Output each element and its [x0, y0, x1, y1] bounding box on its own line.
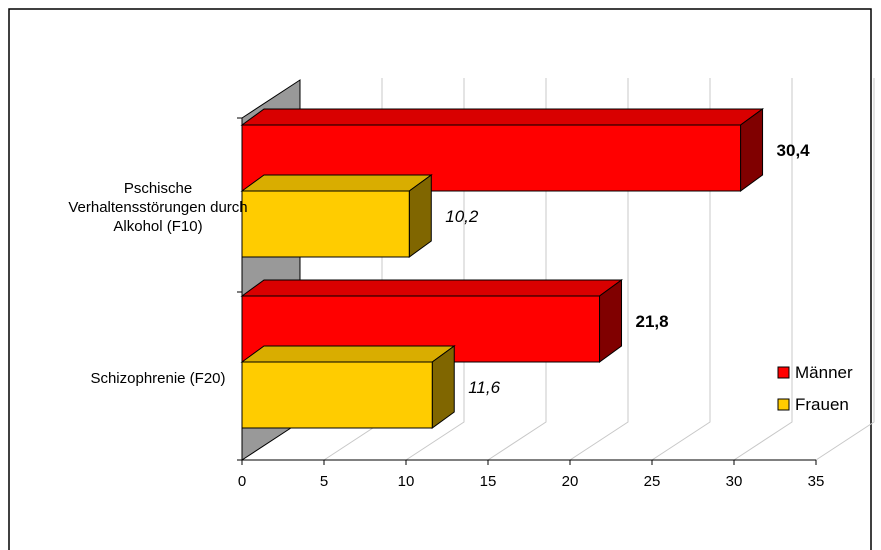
data-label: 10,2 — [445, 207, 479, 226]
x-tick-label: 25 — [644, 473, 661, 490]
x-tick-label: 0 — [238, 473, 246, 490]
bar — [241, 361, 433, 429]
gridline — [487, 78, 547, 461]
bar-top — [240, 174, 433, 192]
x-tick-label: 15 — [480, 473, 497, 490]
x-tick-label: 20 — [562, 473, 579, 490]
bar-top — [240, 108, 765, 126]
gridline — [733, 78, 793, 461]
bar-top — [240, 279, 624, 297]
category-labels: Pschische Verhaltensstörungen durch Alkoho… — [68, 180, 247, 387]
x-tick-label: 5 — [320, 473, 328, 490]
legend-swatch — [777, 366, 790, 379]
gridline — [651, 78, 711, 461]
data-label: 21,8 — [636, 312, 669, 331]
x-tick-label: 30 — [726, 473, 743, 490]
gridline — [815, 78, 875, 461]
x-tick-label: 10 — [398, 473, 415, 490]
bar-top — [240, 345, 456, 363]
data-label: 11,6 — [468, 378, 500, 397]
category-label-line: Alkohol (F10) — [113, 218, 202, 235]
gridline — [569, 78, 629, 461]
category-label-line: Pschische — [124, 180, 192, 197]
gridline — [405, 78, 465, 461]
legend-label: Frauen — [795, 395, 849, 414]
bar — [241, 190, 410, 258]
gridlines — [323, 78, 875, 461]
category-label-line: Schizophrenie (F20) — [90, 370, 225, 387]
data-label: 30,4 — [777, 141, 811, 160]
data-labels: 30,4 10,2 21,8 11,6 — [445, 141, 810, 397]
bars — [240, 108, 765, 429]
legend-swatch — [777, 398, 790, 411]
category-label: Schizophrenie (F20) — [90, 370, 225, 387]
x-axis: 0 5 10 15 20 25 30 35 — [237, 117, 825, 490]
x-tick-label: 35 — [808, 473, 825, 490]
category-label: Pschische Verhaltensstörungen durch Alkoho… — [68, 180, 247, 235]
legend: Männer Frauen — [777, 363, 853, 414]
bar — [241, 124, 742, 192]
legend-label: Männer — [795, 363, 853, 382]
category-label-line: Verhaltensstörungen durch — [68, 199, 247, 216]
